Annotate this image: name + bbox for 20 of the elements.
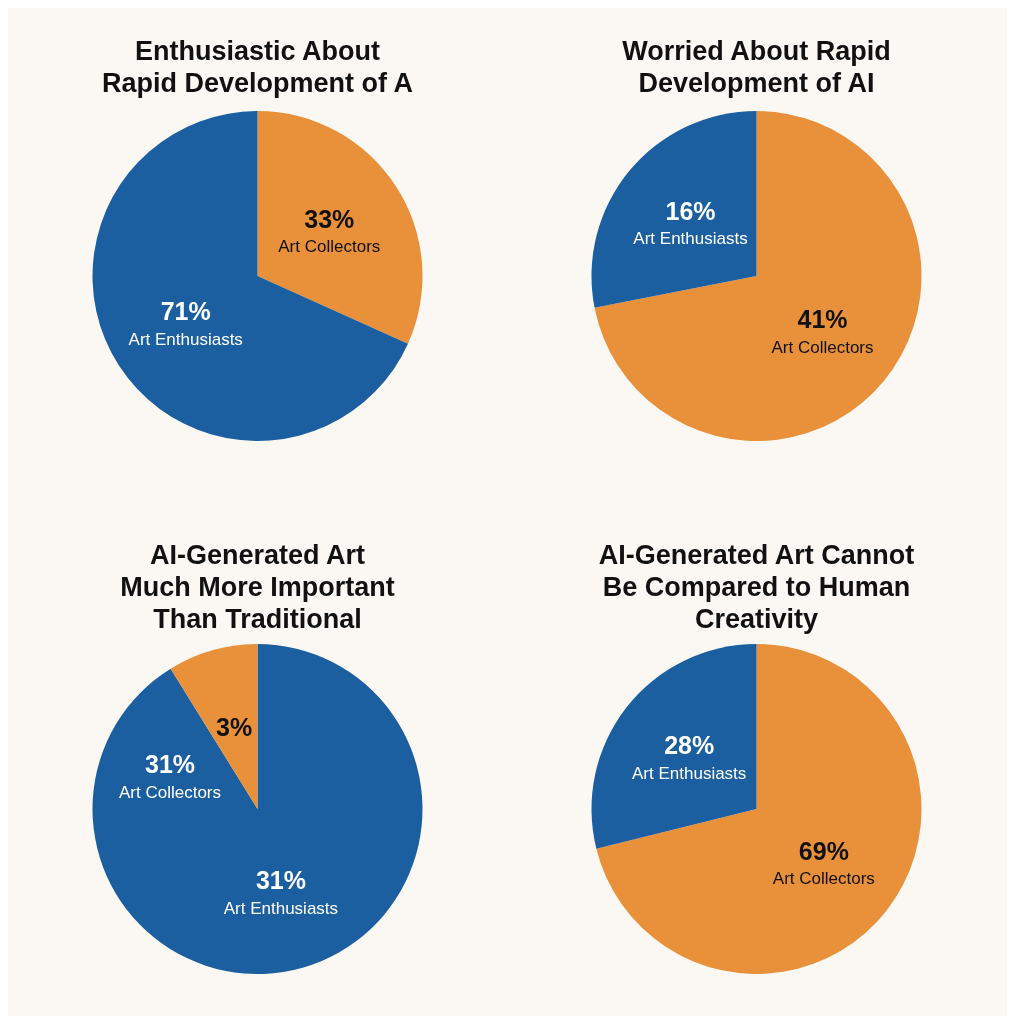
slice-label: Art Enthusiasts [632,763,747,783]
chart-title: Enthusiastic About Rapid Development of A [101,36,414,98]
data-label: 16% [665,196,716,225]
slice-label: Art Collectors [772,869,875,889]
slice-label: Art Collectors [771,337,874,357]
chart-title: AI-Generated Art Cannot Be Compared to Human Creativity [598,540,915,634]
data-label: 69% [798,836,849,865]
chart-title: AI-Generated Art Much More Important Than Traditional [120,540,395,634]
data-label: 33% [304,204,355,233]
data-label: 28% [664,731,715,760]
data-label: 41% [797,305,848,334]
slice-label: Art Enthusiasts [223,898,339,918]
slice-label: Art Enthusiasts [128,329,243,349]
slice-label: Art Enthusiasts [633,229,748,249]
chart-title: Worried About Rapid Development of AI [622,36,891,98]
text: 31% Art Collectors [118,750,222,802]
data-label: 71% [160,297,211,326]
data-label: 31% [255,866,306,895]
data-label: 3% [216,712,253,741]
slice-label: Art Collectors [278,237,381,257]
